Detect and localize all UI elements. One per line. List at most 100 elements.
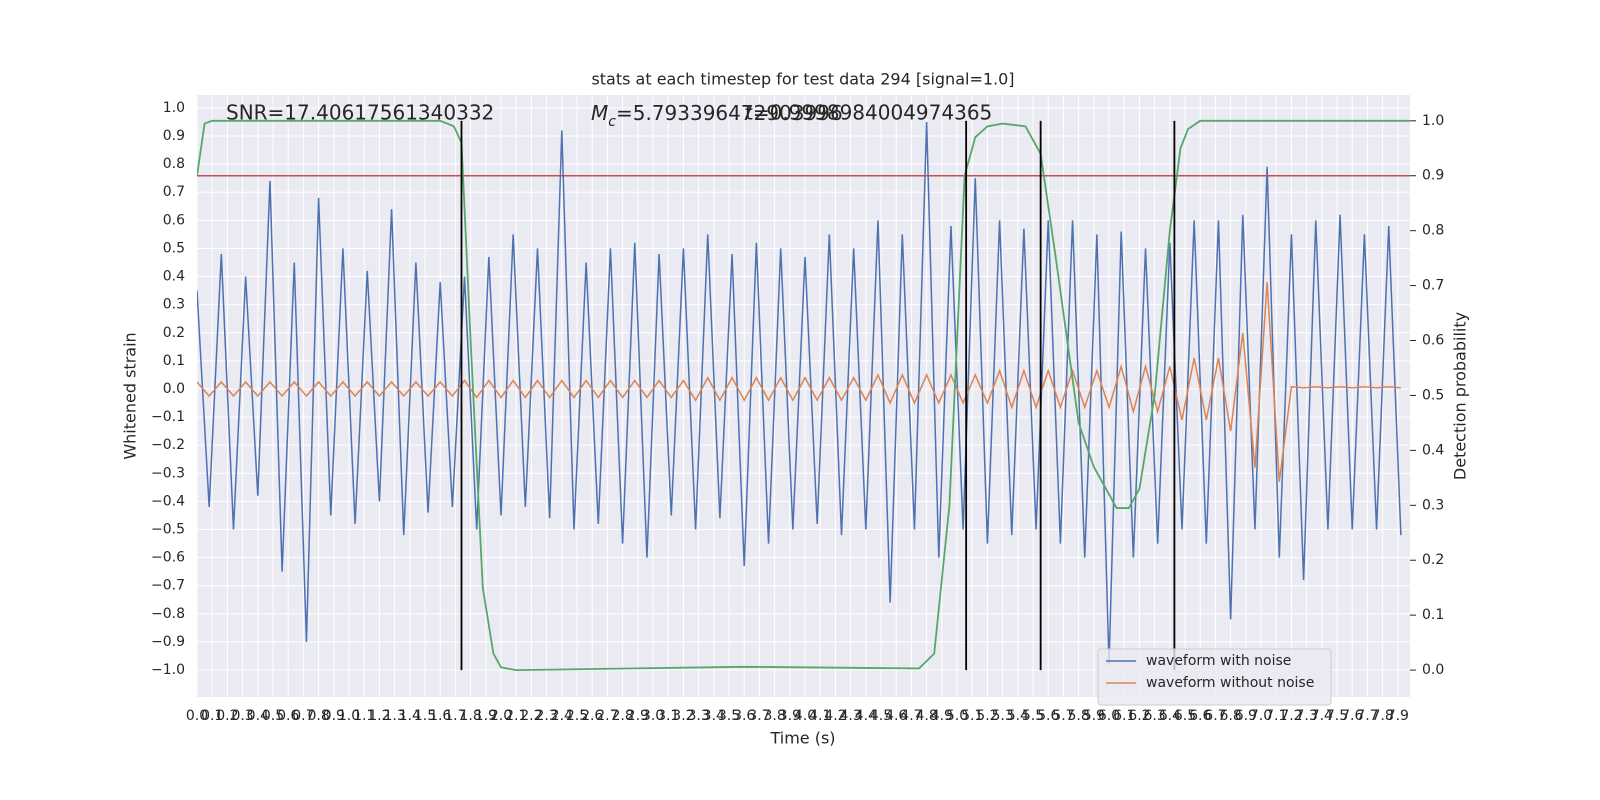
x-tick-label: 0.2: [216, 708, 238, 724]
x-tick-label: 0.8: [307, 708, 329, 724]
x-axis-label: Time (s): [769, 729, 835, 748]
series-line: [197, 282, 1401, 482]
x-tick-label: 5.3: [991, 708, 1013, 724]
x-tick-label: 6.7: [1204, 708, 1226, 724]
x-tick-label: 5.4: [1007, 708, 1029, 724]
y2-axis-label: Detection probability: [1451, 312, 1470, 480]
x-tick-label: 6.1: [1113, 708, 1135, 724]
y-tick-label: −0.1: [151, 409, 185, 425]
probability-line: [197, 119, 1410, 671]
x-tick-label: 3.2: [672, 708, 694, 724]
x-tick-label: 7.9: [1387, 708, 1409, 724]
y2-tick-label: 0.2: [1422, 552, 1444, 568]
x-tick-label: 3.1: [657, 708, 679, 724]
chart-title: stats at each timestep for test data 294…: [591, 70, 1014, 89]
x-tick-label: 2.0: [490, 708, 512, 724]
grid: [196, 95, 1410, 697]
y2-tick-label: 0.4: [1422, 442, 1444, 458]
y-tick-label: −0.3: [151, 465, 185, 481]
x-tick-label: 4.9: [931, 708, 953, 724]
x-tick-label: 3.3: [687, 708, 709, 724]
x-tick-label: 6.8: [1220, 708, 1242, 724]
x-tick-label: 3.6: [733, 708, 755, 724]
y-tick-label: −0.7: [151, 578, 185, 594]
x-tick-label: 0.4: [247, 708, 269, 724]
x-tick-label: 1.2: [368, 708, 390, 724]
x-tick-label: 3.9: [779, 708, 801, 724]
x-tick-label: 4.0: [794, 708, 816, 724]
x-tick-label: 5.2: [976, 708, 998, 724]
x-tick-label: 1.1: [353, 708, 375, 724]
x-tick-label: 1.3: [383, 708, 405, 724]
x-tick-label: 1.5: [414, 708, 436, 724]
y2-tick-label: 0.8: [1422, 223, 1444, 239]
y2-tick-label: 0.3: [1422, 497, 1444, 513]
x-tick-label: 2.8: [611, 708, 633, 724]
legend-label: waveform without noise: [1146, 675, 1314, 691]
x-tick-label: 7.6: [1341, 708, 1363, 724]
y2-tick-label: 0.7: [1422, 278, 1444, 294]
x-tick-label: 4.1: [809, 708, 831, 724]
x-tick-label: 0.0: [186, 708, 208, 724]
x-tick-label: 3.7: [748, 708, 770, 724]
x-tick-label: 1.8: [459, 708, 481, 724]
x-tick-label: 6.5: [1174, 708, 1196, 724]
x-tick-label: 4.8: [915, 708, 937, 724]
x-tick-label: 1.0: [338, 708, 360, 724]
legend-box: [1097, 648, 1332, 706]
series-line: [197, 121, 1402, 665]
y-tick-label: 0.7: [163, 184, 185, 200]
x-tick-label: 5.1: [961, 708, 983, 724]
x-tick-label: 2.5: [566, 708, 588, 724]
legend-label: waveform with noise: [1146, 653, 1291, 669]
annotation-symbol: M: [591, 101, 608, 125]
x-tick-label: 0.1: [201, 708, 223, 724]
x-tick-label: 0.9: [323, 708, 345, 724]
y-tick-label: 0.3: [163, 297, 185, 313]
x-tick-label: 7.5: [1326, 708, 1348, 724]
x-tick-label: 2.7: [596, 708, 618, 724]
y-tick-label: 0.6: [163, 212, 185, 228]
x-tick-label: 7.2: [1280, 708, 1302, 724]
labels: 0.00.10.20.30.40.50.60.70.80.91.01.11.21…: [151, 100, 1444, 724]
y-axis-label: Whitened strain: [121, 332, 140, 459]
x-tick-label: 0.3: [231, 708, 253, 724]
y-tick-label: −0.6: [151, 550, 185, 566]
x-tick-label: 0.7: [292, 708, 314, 724]
annotation-subscript: c: [608, 114, 616, 130]
x-tick-label: 4.3: [839, 708, 861, 724]
y2-tick-label: 1.0: [1422, 113, 1444, 129]
x-tick-label: 2.3: [535, 708, 557, 724]
x-tick-label: 7.1: [1265, 708, 1287, 724]
x-tick-label: 6.3: [1143, 708, 1165, 724]
x-tick-label: 4.4: [855, 708, 877, 724]
y-tick-label: −0.4: [151, 493, 185, 509]
x-tick-label: 5.0: [946, 708, 968, 724]
y-tick-label: −0.8: [151, 606, 185, 622]
x-tick-label: 1.6: [429, 708, 451, 724]
x-tick-label: 7.8: [1372, 708, 1394, 724]
x-tick-label: 3.5: [718, 708, 740, 724]
y-tick-label: 0.2: [163, 325, 185, 341]
y-tick-label: −0.9: [151, 634, 185, 650]
x-tick-label: 7.0: [1250, 708, 1272, 724]
x-tick-label: 0.5: [262, 708, 284, 724]
y-tick-label: −0.5: [151, 521, 185, 537]
x-tick-label: 7.7: [1356, 708, 1378, 724]
x-tick-label: 1.4: [399, 708, 421, 724]
x-tick-label: 4.5: [870, 708, 892, 724]
annotation: Mc=5.793396472903996: [591, 101, 843, 131]
x-tick-label: 2.6: [581, 708, 603, 724]
y-tick-label: −1.0: [151, 662, 185, 678]
y2-tick-label: 0.0: [1422, 662, 1444, 678]
y-tick-label: 0.9: [163, 128, 185, 144]
x-tick-label: 2.1: [505, 708, 527, 724]
x-tick-label: 1.7: [444, 708, 466, 724]
x-tick-label: 3.8: [763, 708, 785, 724]
x-tick-label: 0.6: [277, 708, 299, 724]
x-tick-label: 6.9: [1235, 708, 1257, 724]
x-tick-label: 6.6: [1189, 708, 1211, 724]
y2-tick-label: 0.6: [1422, 333, 1444, 349]
